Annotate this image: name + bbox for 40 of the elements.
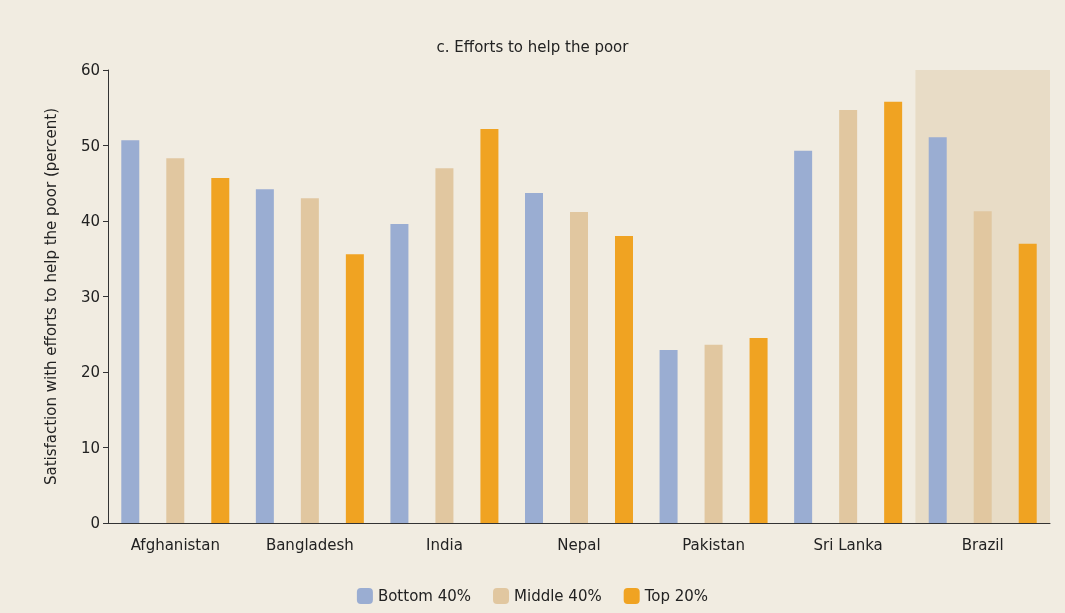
bar: [166, 158, 185, 523]
chart-title: c. Efforts to help the poor: [436, 37, 630, 56]
x-tick-label: Pakistan: [682, 535, 745, 554]
bar: [839, 110, 858, 523]
bar: [749, 338, 768, 523]
x-tick-label: Sri Lanka: [813, 535, 883, 554]
y-tick-label: 0: [90, 514, 100, 532]
y-axis-title: Satisfaction with efforts to help the poor (percent): [41, 107, 60, 486]
y-tick-label: 30: [80, 287, 100, 306]
bar: [300, 198, 319, 523]
x-tick-label: Brazil: [961, 535, 1004, 554]
x-tick-label: Afghanistan: [130, 535, 220, 554]
x-tick-label: India: [426, 535, 463, 554]
legend-label: Bottom 40%: [377, 587, 472, 605]
y-tick-label: 10: [80, 438, 100, 457]
bar: [121, 140, 140, 523]
legend-label: Middle 40%: [514, 587, 602, 605]
y-tick-label: 40: [80, 212, 100, 230]
bar: [345, 254, 364, 523]
bar: [525, 193, 543, 523]
bar: [480, 128, 499, 523]
bar: [928, 137, 947, 523]
bar: [435, 168, 454, 523]
bar: [794, 150, 813, 523]
bar: [615, 236, 633, 523]
x-tick-label: Bangladesh: [265, 535, 354, 554]
y-tick-label: 60: [80, 61, 100, 79]
y-tick-label: 50: [80, 136, 100, 155]
bar: [570, 211, 588, 523]
x-tick-label: Nepal: [557, 535, 601, 554]
y-tick-label: 20: [80, 363, 100, 381]
bar: [973, 211, 992, 523]
bar: [1018, 243, 1037, 523]
bar: [704, 344, 723, 523]
bar: [659, 350, 678, 523]
bar: [390, 224, 409, 523]
bar: [884, 101, 903, 523]
legend-label: Top 20%: [643, 587, 709, 605]
bar: [255, 189, 274, 523]
bar: [211, 177, 230, 523]
